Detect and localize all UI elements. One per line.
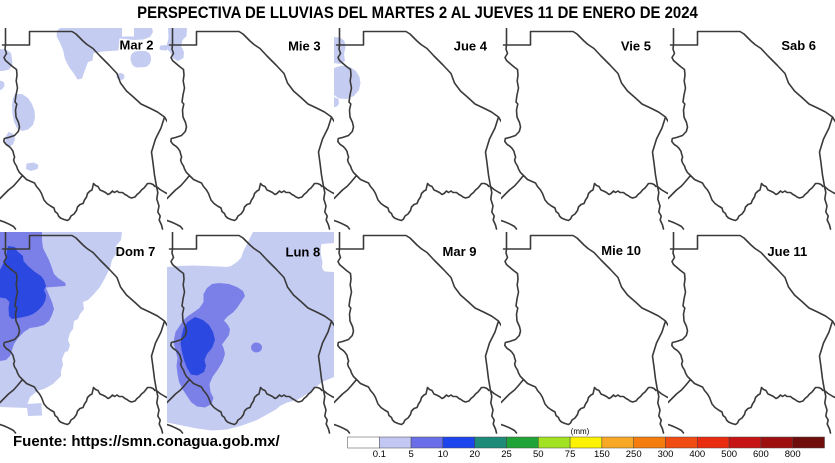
- svg-text:Jue 4: Jue 4: [454, 39, 488, 54]
- svg-text:0.1: 0.1: [373, 449, 386, 460]
- svg-text:400: 400: [689, 449, 705, 460]
- svg-text:150: 150: [594, 449, 610, 460]
- svg-text:Jue 11: Jue 11: [767, 244, 807, 259]
- svg-text:20: 20: [469, 449, 480, 460]
- svg-text:10: 10: [438, 449, 449, 460]
- svg-text:800: 800: [785, 449, 801, 460]
- svg-text:Mie 3: Mie 3: [288, 38, 321, 53]
- svg-text:25: 25: [501, 449, 512, 460]
- svg-text:300: 300: [658, 449, 674, 460]
- svg-text:Vie 5: Vie 5: [621, 39, 651, 54]
- svg-text:Sab 6: Sab 6: [781, 38, 816, 53]
- svg-text:Lun 8: Lun 8: [286, 245, 321, 260]
- svg-text:(mm): (mm): [571, 427, 590, 436]
- svg-text:5: 5: [408, 449, 413, 460]
- svg-text:500: 500: [721, 449, 737, 460]
- svg-text:Mar 2: Mar 2: [120, 38, 154, 53]
- svg-text:250: 250: [626, 449, 642, 460]
- svg-text:Mar 9: Mar 9: [443, 244, 477, 259]
- svg-text:50: 50: [533, 449, 544, 460]
- svg-text:Dom 7: Dom 7: [116, 244, 156, 259]
- svg-text:75: 75: [565, 449, 576, 460]
- svg-text:Mie 10: Mie 10: [601, 243, 641, 258]
- svg-text:600: 600: [753, 449, 769, 460]
